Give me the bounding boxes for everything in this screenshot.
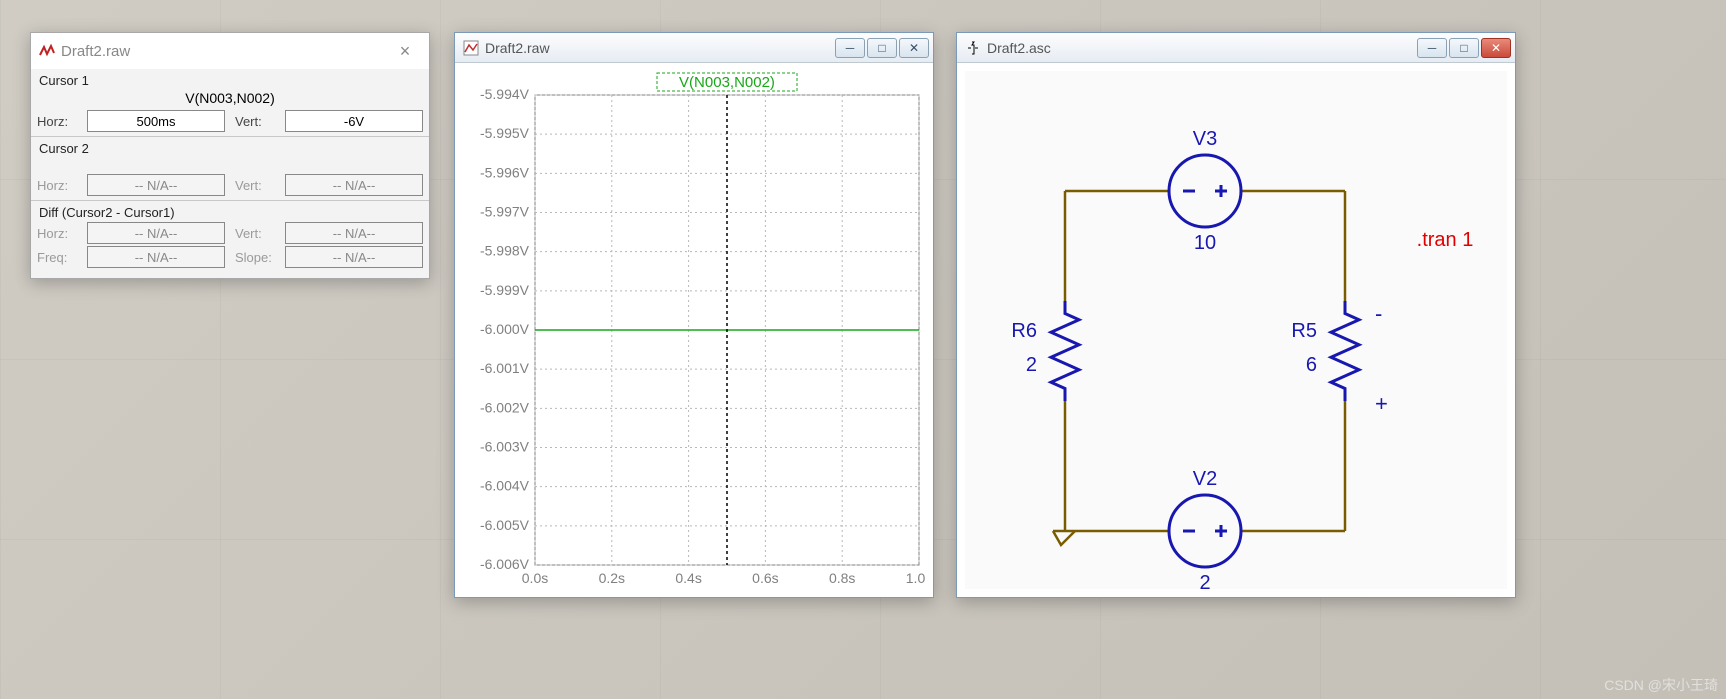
svg-text:0.8s: 0.8s — [829, 570, 855, 586]
svg-text:-5.994V: -5.994V — [480, 86, 530, 102]
svg-text:-5.998V: -5.998V — [480, 243, 530, 259]
svg-text:V(N003,N002): V(N003,N002) — [679, 74, 775, 91]
plot-icon — [463, 40, 479, 56]
cursor-dialog-titlebar[interactable]: Draft2.raw × — [31, 33, 429, 69]
c2-vert-field: -- N/A-- — [285, 174, 423, 196]
plot-chart[interactable]: 0.0s 0.2s 0.4s 0.6s 0.8s 1.0s -5.994V -5.995V -5… — [463, 71, 925, 589]
schematic-icon — [965, 40, 981, 56]
schematic-canvas[interactable]: V3 10 V2 2 R6 2 R5 6 - + .tran 1 — [965, 71, 1507, 589]
svg-text:-6.005V: -6.005V — [480, 517, 530, 533]
plot-titlebar[interactable]: Draft2.raw ─ □ ✕ — [455, 33, 933, 63]
c1-vert-field[interactable]: -6V — [285, 110, 423, 132]
svg-text:0.4s: 0.4s — [675, 570, 701, 586]
maximize-button[interactable]: □ — [1449, 38, 1479, 58]
close-button[interactable]: ✕ — [899, 38, 929, 58]
diff-horz-field: -- N/A-- — [87, 222, 225, 244]
minimize-button[interactable]: ─ — [835, 38, 865, 58]
diff-freq-field: -- N/A-- — [87, 246, 225, 268]
ltspice-icon — [39, 43, 55, 59]
svg-text:R6: R6 — [1011, 320, 1037, 342]
svg-text:0.0s: 0.0s — [522, 570, 548, 586]
svg-text:R5: R5 — [1291, 320, 1317, 342]
cursor2-label: Cursor 2 — [39, 141, 423, 156]
plot-area[interactable]: 0.0s 0.2s 0.4s 0.6s 0.8s 1.0s -5.994V -5.995V -5… — [463, 71, 925, 589]
c2-horz-field: -- N/A-- — [87, 174, 225, 196]
maximize-button[interactable]: □ — [867, 38, 897, 58]
close-icon[interactable]: × — [385, 38, 425, 64]
schematic-window: Draft2.asc ─ □ ✕ V3 10 V2 2 R6 2 R5 6 - + .tran 1 — [956, 32, 1516, 598]
cursor-dialog-body: Cursor 1 V(N003,N002) Horz: 500ms Vert: … — [31, 73, 429, 278]
diff-label: Diff (Cursor2 - Cursor1) — [39, 205, 423, 220]
diff-vert-field: -- N/A-- — [285, 222, 423, 244]
svg-text:-5.997V: -5.997V — [480, 204, 530, 220]
svg-text:-5.995V: -5.995V — [480, 125, 530, 141]
svg-text:-6.004V: -6.004V — [480, 478, 530, 494]
svg-text:0.6s: 0.6s — [752, 570, 778, 586]
c1-vert-label: Vert: — [235, 114, 285, 129]
c2-vert-label: Vert: — [235, 178, 285, 193]
plot-title: Draft2.raw — [485, 40, 835, 56]
c1-horz-field[interactable]: 500ms — [87, 110, 225, 132]
diff-vert-label: Vert: — [235, 226, 285, 241]
svg-text:V2: V2 — [1193, 468, 1217, 490]
svg-text:2: 2 — [1199, 572, 1210, 589]
schematic-area[interactable]: V3 10 V2 2 R6 2 R5 6 - + .tran 1 — [965, 71, 1507, 589]
svg-text:2: 2 — [1026, 354, 1037, 376]
svg-text:-6.006V: -6.006V — [480, 556, 530, 572]
c2-horz-label: Horz: — [37, 178, 87, 193]
svg-text:-: - — [1375, 301, 1382, 326]
watermark: CSDN @宋小王琦 — [1604, 675, 1718, 695]
svg-text:1.0s: 1.0s — [906, 570, 925, 586]
close-button[interactable]: ✕ — [1481, 38, 1511, 58]
schematic-titlebar[interactable]: Draft2.asc ─ □ ✕ — [957, 33, 1515, 63]
svg-text:-5.999V: -5.999V — [480, 282, 530, 298]
cursor-dialog-window: Draft2.raw × Cursor 1 V(N003,N002) Horz:… — [30, 32, 430, 279]
svg-text:-5.996V: -5.996V — [480, 164, 530, 180]
plot-window: Draft2.raw ─ □ ✕ 0.0s 0.2s 0.4s 0.6s 0.8s 1.0… — [454, 32, 934, 598]
cursor-dialog-title: Draft2.raw — [61, 43, 385, 60]
svg-text:-6.002V: -6.002V — [480, 399, 530, 415]
diff-horz-label: Horz: — [37, 226, 87, 241]
svg-text:+: + — [1375, 391, 1388, 416]
schematic-title: Draft2.asc — [987, 40, 1417, 56]
svg-text:V3: V3 — [1193, 128, 1217, 150]
svg-text:-6.000V: -6.000V — [480, 321, 530, 337]
svg-text:-6.003V: -6.003V — [480, 439, 530, 455]
svg-text:6: 6 — [1306, 354, 1317, 376]
cursor1-label: Cursor 1 — [39, 73, 423, 88]
minimize-button[interactable]: ─ — [1417, 38, 1447, 58]
trace-name: V(N003,N002) — [37, 90, 423, 106]
svg-text:10: 10 — [1194, 232, 1216, 254]
svg-text:0.2s: 0.2s — [599, 570, 625, 586]
diff-freq-label: Freq: — [37, 250, 87, 265]
svg-text:-6.001V: -6.001V — [480, 360, 530, 376]
diff-slope-label: Slope: — [235, 250, 285, 265]
c1-horz-label: Horz: — [37, 114, 87, 129]
diff-slope-field: -- N/A-- — [285, 246, 423, 268]
svg-text:.tran 1: .tran 1 — [1417, 229, 1474, 251]
